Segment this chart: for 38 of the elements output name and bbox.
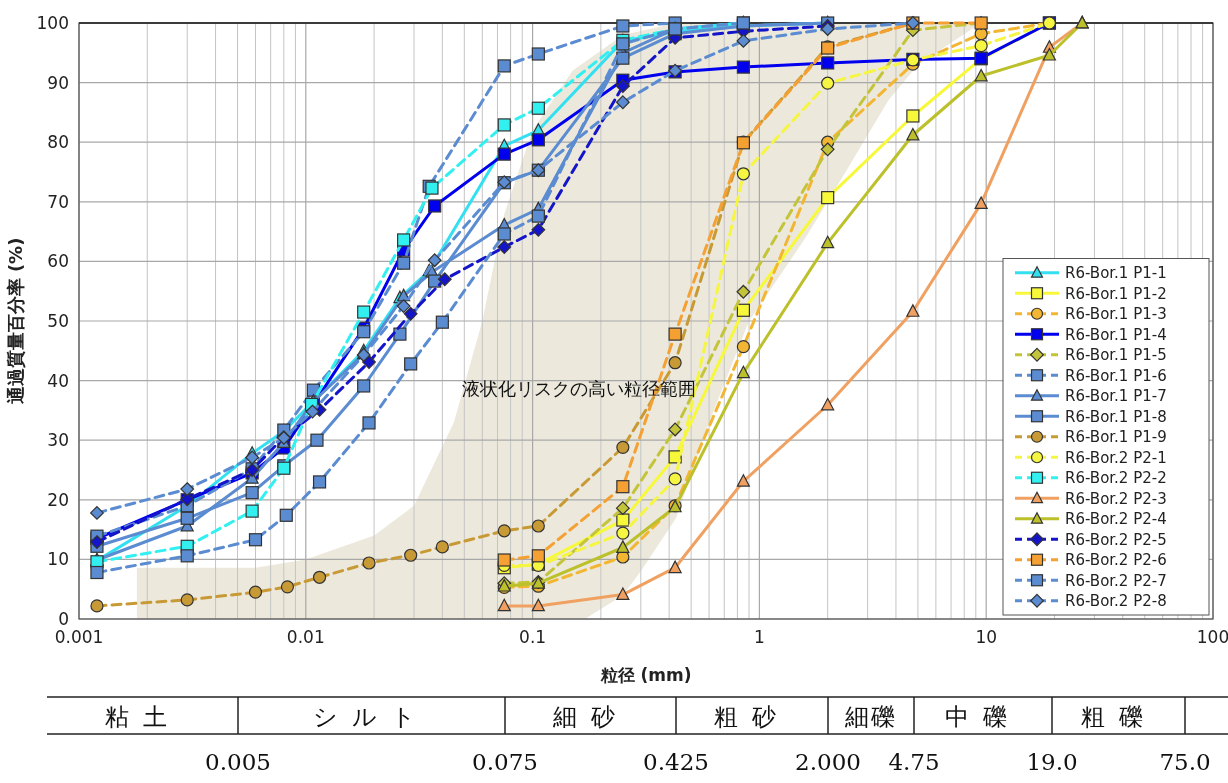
legend-label: R6-Bor.2 P2-5	[1065, 530, 1167, 549]
y-tick-label: 100	[36, 13, 69, 33]
legend-label: R6-Bor.1 P1-2	[1065, 284, 1167, 303]
legend-label: R6-Bor.1 P1-1	[1065, 264, 1167, 283]
legend-label: R6-Bor.2 P2-7	[1065, 571, 1167, 590]
legend-label: R6-Bor.1 P1-5	[1065, 346, 1167, 365]
y-tick-label: 20	[47, 489, 69, 510]
y-tick-label: 10	[47, 549, 69, 570]
legend-label: R6-Bor.1 P1-9	[1065, 428, 1167, 447]
legend-label: R6-Bor.1 P1-4	[1065, 325, 1167, 344]
y-tick-label: 30	[47, 430, 69, 451]
x-tick-label: 100	[1196, 627, 1228, 647]
y-tick-label: 80	[47, 132, 69, 153]
x-tick-label: 0.01	[286, 627, 325, 647]
legend-label: R6-Bor.2 P2-3	[1065, 489, 1167, 508]
y-tick-label: 50	[47, 311, 69, 331]
legend-label: R6-Bor.2 P2-4	[1065, 510, 1167, 529]
legend-label: R6-Bor.1 P1-3	[1065, 305, 1167, 324]
annotation: 液状化リスクの高い粒径範囲	[462, 378, 696, 399]
y-tick-label: 90	[47, 72, 69, 93]
x-tick-label: 0.1	[519, 627, 547, 647]
y-tick-label: 40	[47, 370, 69, 391]
legend-label: R6-Bor.1 P1-6	[1065, 366, 1167, 385]
y-tick-label: 0	[58, 609, 69, 629]
table: 0.005 0.075 0.425 2.000 4.75 19.0 75.0 粘土 シルト 細砂 粗砂 細礫 中礫 粗礫	[46, 696, 1228, 775]
legend-label: R6-Bor.2 P2-6	[1065, 551, 1167, 570]
legend-label: R6-Bor.1 P1-8	[1065, 407, 1167, 426]
x-axis-title: 粒径 (mm)	[599, 665, 692, 685]
x-tick-label: 10	[975, 627, 998, 647]
y-tick-label: 60	[47, 251, 69, 272]
x-tick-label: 1	[753, 627, 765, 647]
legend-label: R6-Bor.2 P2-1	[1065, 448, 1167, 467]
legend-label: R6-Bor.1 P1-7	[1065, 387, 1167, 406]
legend-label: R6-Bor.2 P2-2	[1065, 469, 1167, 488]
y-axis-title: 通過質量百分率 (%)	[5, 237, 26, 406]
x-tick-label: 0.001	[54, 627, 104, 647]
y-tick-label: 70	[47, 191, 69, 212]
legend-label: R6-Bor.2 P2-8	[1065, 592, 1167, 611]
